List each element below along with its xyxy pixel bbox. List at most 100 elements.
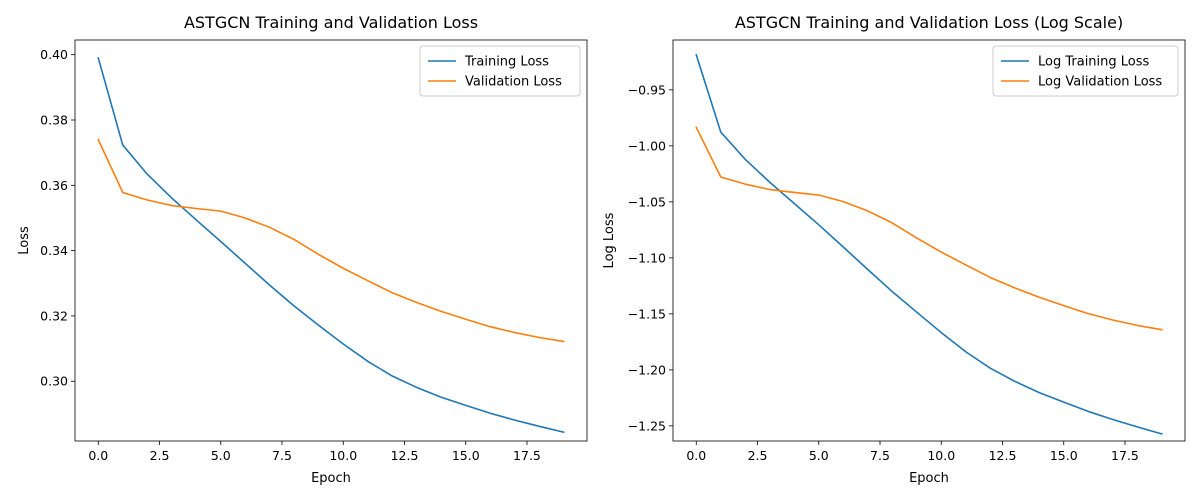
series-line-2 — [97, 138, 565, 343]
legend: Training Loss Validation Loss — [419, 45, 581, 97]
data-point — [465, 318, 467, 320]
x-tick-label: 10.0 — [329, 448, 357, 463]
y-tick-label: −1.25 — [628, 418, 666, 433]
data-point — [514, 332, 516, 334]
data-point — [793, 203, 795, 205]
series-line-1 — [695, 53, 1163, 435]
data-point — [1087, 411, 1089, 413]
data-point — [695, 126, 697, 128]
data-point — [146, 199, 148, 201]
y-tick-label: 0.30 — [40, 374, 68, 389]
data-point — [293, 305, 295, 307]
data-point — [97, 57, 99, 59]
data-point — [244, 217, 246, 219]
data-point — [220, 210, 222, 212]
data-point — [769, 181, 771, 183]
data-point — [391, 375, 393, 377]
subplot-1: 0.0 2.5 5.0 7.5 10.0 12.5 15.0 17.5 0.30 0.32 0.34… — [17, 13, 588, 486]
x-tick-label: 17.5 — [513, 448, 541, 463]
data-point — [1014, 287, 1016, 289]
data-point — [720, 176, 722, 178]
y-axis-label: Log Loss — [602, 212, 617, 268]
data-point — [940, 251, 942, 253]
x-tick-label: 0.0 — [88, 448, 108, 463]
data-point — [367, 280, 369, 282]
data-point — [916, 311, 918, 313]
legend-entry: Training Loss — [464, 55, 549, 70]
x-axis-label: Epoch — [311, 471, 351, 486]
data-point — [793, 192, 795, 194]
x-tick-label: 15.0 — [452, 448, 480, 463]
data-point — [1038, 296, 1040, 298]
data-point — [293, 239, 295, 241]
data-point — [1087, 313, 1089, 315]
x-tick-label: 7.5 — [870, 448, 890, 463]
data-point — [269, 227, 271, 229]
legend-box — [419, 45, 581, 97]
data-point — [818, 194, 820, 196]
data-point — [842, 246, 844, 248]
data-point — [965, 351, 967, 353]
series-line-2 — [695, 126, 1163, 331]
y-tick-label: −1.10 — [628, 250, 666, 265]
x-tick-label: 2.5 — [150, 448, 170, 463]
plot-area — [672, 39, 1186, 442]
data-point — [318, 325, 320, 327]
y-tick-label: 0.38 — [40, 113, 68, 128]
legend-entry: Log Validation Loss — [1038, 75, 1162, 90]
data-point — [538, 425, 540, 427]
data-point — [842, 201, 844, 203]
data-point — [1136, 325, 1138, 327]
data-point — [269, 284, 271, 286]
x-tick-label: 17.5 — [1111, 448, 1139, 463]
data-point — [122, 144, 124, 146]
y-tick-label: −1.00 — [628, 138, 666, 153]
data-point — [891, 222, 893, 224]
data-point — [514, 419, 516, 421]
y-tick-label: 0.36 — [40, 178, 68, 193]
data-point — [563, 341, 565, 343]
subplot-2: 0.0 2.5 5.0 7.5 10.0 12.5 15.0 17.5 −1.25 −1.20 −1… — [602, 13, 1186, 486]
data-point — [965, 264, 967, 266]
x-axis-label: Epoch — [909, 471, 949, 486]
data-point — [818, 224, 820, 226]
data-point — [440, 310, 442, 312]
data-point — [342, 267, 344, 269]
data-point — [744, 159, 746, 161]
data-point — [1136, 426, 1138, 428]
data-point — [744, 183, 746, 185]
data-point — [220, 241, 222, 243]
y-tick-label: −1.15 — [628, 306, 666, 321]
data-point — [1063, 401, 1065, 403]
data-point — [416, 387, 418, 389]
data-point — [244, 262, 246, 264]
data-point — [940, 332, 942, 334]
legend-box — [992, 45, 1179, 97]
y-tick-label: −1.20 — [628, 362, 666, 377]
data-point — [1112, 419, 1114, 421]
x-tick-label: 0.0 — [686, 448, 706, 463]
data-point — [171, 205, 173, 207]
data-point — [1161, 329, 1163, 331]
x-tick-label: 15.0 — [1050, 448, 1078, 463]
x-tick-label: 10.0 — [927, 448, 955, 463]
y-axis-label: Loss — [17, 226, 32, 255]
data-point — [489, 412, 491, 414]
data-point — [916, 237, 918, 239]
data-point — [1014, 380, 1016, 382]
chart-title: ASTGCN Training and Validation Loss (Log… — [735, 13, 1123, 32]
data-point — [1161, 433, 1163, 435]
data-point — [489, 326, 491, 328]
legend-entry: Log Training Loss — [1038, 55, 1150, 70]
series-line-1 — [97, 56, 565, 434]
legend: Log Training Loss Log Validation Loss — [992, 45, 1179, 97]
data-point — [318, 254, 320, 256]
data-point — [891, 291, 893, 293]
data-point — [720, 131, 722, 133]
data-point — [989, 367, 991, 369]
y-tick-label: 0.40 — [40, 47, 68, 62]
data-point — [171, 197, 173, 199]
x-tick-label: 5.0 — [211, 448, 231, 463]
chart-title: ASTGCN Training and Validation Loss — [184, 13, 478, 32]
y-tick-label: −1.05 — [628, 194, 666, 209]
